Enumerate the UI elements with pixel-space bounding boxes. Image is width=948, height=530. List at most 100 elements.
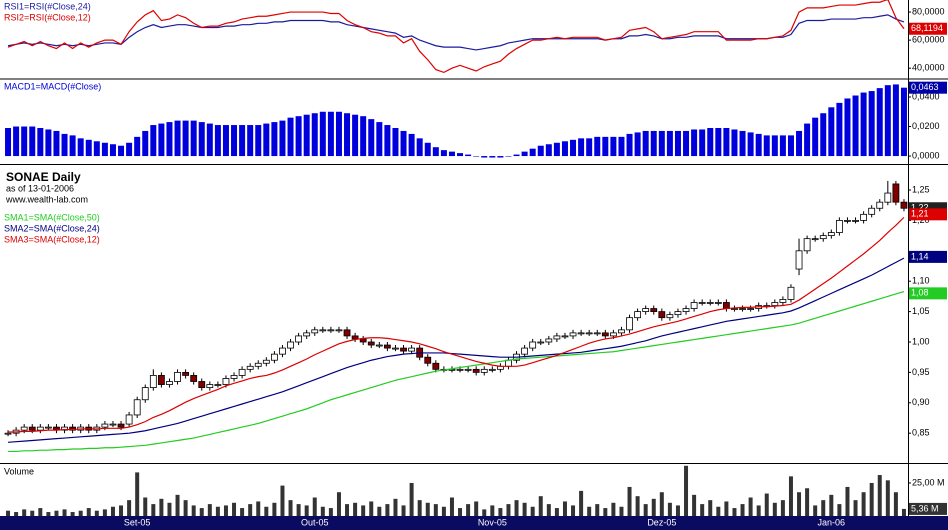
bar [836, 102, 843, 157]
bar [393, 498, 398, 516]
candle-body [141, 387, 149, 401]
candle-body [311, 329, 319, 334]
bar [602, 136, 609, 157]
bar [853, 500, 858, 516]
candle-body [601, 332, 609, 337]
candle-body [125, 414, 133, 425]
bar [610, 136, 617, 157]
x-tick-label: Set-05 [124, 517, 151, 527]
bar [248, 504, 253, 516]
bar [787, 135, 794, 157]
candle-body [343, 329, 351, 337]
bar [522, 502, 527, 516]
bar [408, 133, 415, 157]
value-box-label: 1,14 [911, 251, 929, 261]
bar [553, 142, 560, 157]
candle-body [246, 365, 254, 370]
candle-body [682, 308, 690, 312]
candle-body [900, 201, 908, 209]
bar [93, 141, 100, 157]
bar [29, 126, 36, 157]
bar [513, 154, 520, 157]
candle-body [230, 375, 238, 379]
candle-body [375, 344, 383, 347]
bar [708, 500, 713, 516]
candle-body [860, 213, 868, 221]
bar [53, 130, 60, 157]
candle-body [392, 347, 399, 350]
bar [707, 127, 714, 157]
candle-body [690, 302, 698, 309]
bar [603, 508, 608, 516]
candle-body [222, 378, 230, 385]
bar [716, 506, 721, 516]
y-tick-label: 40,0000 [912, 63, 945, 73]
bar [287, 117, 294, 157]
bar [433, 504, 438, 516]
bar [142, 130, 149, 157]
candle-body [61, 426, 68, 431]
candle-body [351, 335, 359, 340]
candle-body [892, 183, 900, 203]
candle-body [537, 341, 545, 344]
candle-body [634, 311, 642, 319]
bar [166, 122, 173, 157]
candle-body [464, 368, 472, 371]
bar [320, 506, 325, 516]
bar [119, 505, 124, 516]
candle-body [279, 347, 286, 355]
bar [143, 497, 148, 516]
bar [6, 510, 11, 516]
bar [369, 501, 374, 516]
candle-body [650, 308, 658, 312]
chart-source: www.wealth-lab.com [5, 194, 88, 204]
x-tick-label: Dez-05 [647, 517, 676, 527]
bar [175, 494, 180, 516]
bar [61, 133, 68, 157]
bar [771, 135, 778, 157]
x-tick-label: Nov-05 [478, 517, 507, 527]
bar [651, 498, 656, 516]
bar [417, 500, 422, 516]
candle-body [577, 332, 585, 335]
bar [409, 482, 414, 516]
bar [352, 114, 359, 157]
bar [837, 504, 842, 516]
bar [521, 151, 528, 157]
candle-body [472, 368, 480, 373]
legend-entry: MACD1=MACD(#Close) [4, 81, 101, 91]
bar [844, 98, 851, 157]
candle-body [28, 426, 36, 431]
bar [295, 116, 302, 157]
candle-body [149, 375, 157, 388]
candle-body [303, 332, 311, 337]
bar [5, 127, 12, 157]
value-box [909, 22, 947, 35]
bar [425, 502, 430, 516]
candle-body [747, 308, 755, 310]
candle-body [448, 368, 456, 371]
bar [328, 508, 333, 516]
bar [458, 508, 463, 516]
candle-body [480, 368, 488, 373]
value-box [909, 287, 947, 300]
x-tick-label: Jan-06 [818, 517, 846, 527]
candle-body [569, 332, 577, 337]
candle-body [674, 311, 682, 316]
y-tick-label: 0,95 [912, 367, 930, 377]
bar [530, 506, 535, 516]
bar [222, 125, 229, 157]
bar [207, 504, 212, 516]
bar [498, 508, 503, 516]
bar [635, 496, 640, 516]
bar [280, 485, 285, 516]
bar [416, 138, 423, 157]
bar [892, 84, 899, 157]
bar [634, 132, 641, 157]
candle-body [359, 338, 367, 343]
candle-body [787, 286, 795, 300]
bar [740, 504, 745, 516]
bar [739, 130, 746, 157]
bar [45, 129, 52, 157]
